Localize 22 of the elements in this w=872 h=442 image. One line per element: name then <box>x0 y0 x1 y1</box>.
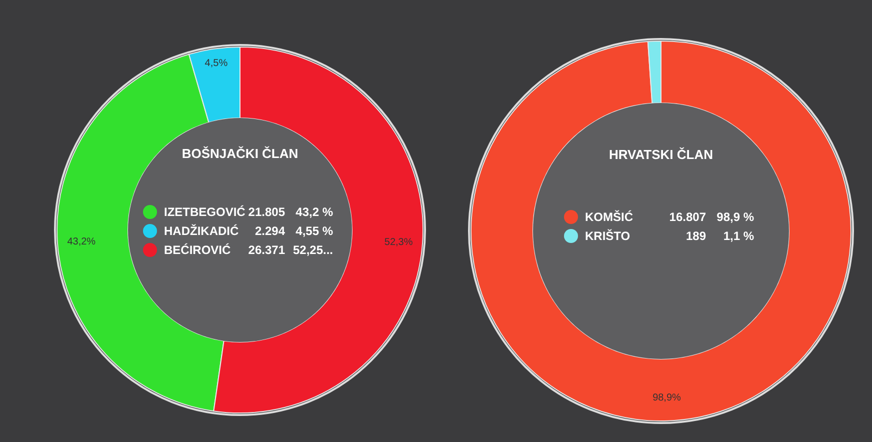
text: 4,55 % <box>296 224 334 238</box>
text: 16.807 <box>669 210 706 224</box>
text: 98,9 % <box>716 210 754 224</box>
legend-label: KOMŠIĆ <box>585 210 634 224</box>
data-label: 98,9% <box>652 392 682 404</box>
text: 189 <box>686 229 706 244</box>
text: 1,1 % <box>723 229 754 244</box>
text: 43,2 % <box>296 205 334 220</box>
data-label: 43,2% <box>67 236 96 248</box>
donut-slice <box>470 40 852 422</box>
text: HRVATSKI ČLAN <box>609 147 713 162</box>
legend-label: IZETBEGOVIĆ <box>164 205 246 220</box>
text: 21.805 <box>248 205 286 220</box>
text: 26.371 <box>248 243 286 258</box>
data-label: 4,5% <box>204 58 228 70</box>
legend-label: BEĆIROVIĆ <box>164 243 232 258</box>
text: 52,25... <box>292 243 333 258</box>
text: BOŠNJAČKI ČLAN <box>182 146 298 161</box>
legend-label: HADŽIKADIĆ <box>164 224 239 238</box>
legend-label: KRIŠTO <box>585 229 630 244</box>
data-label: 52,3% <box>384 236 413 248</box>
text: 2.294 <box>254 224 286 238</box>
